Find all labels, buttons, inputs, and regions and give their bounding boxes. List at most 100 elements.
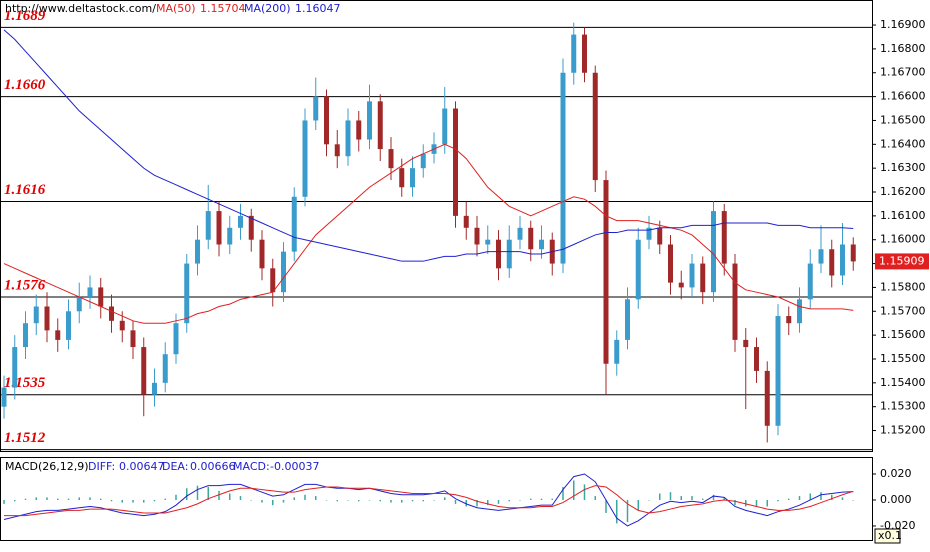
level-label: 1.1535 [4,375,46,391]
macd-bar [24,498,27,500]
macd-bar [798,496,801,500]
candle-body [44,306,50,331]
scale-note: x0.1 [878,529,902,542]
macd-bar [57,498,59,500]
candle-body [625,299,630,340]
macd-bar [659,493,661,500]
ma-line [3,29,854,262]
macd-bar [583,484,586,500]
level-label: 1.1689 [4,8,46,24]
macd-bar [35,497,37,500]
macd-bar [626,499,629,523]
macd-bar [669,492,672,500]
legend-ma200-value: 1.16047 [295,2,341,15]
candle-body [334,144,340,157]
candle-body [571,34,577,73]
macd-bar [433,499,435,501]
macd-bar [196,485,199,500]
macd-bar [766,499,768,507]
macd-bar [841,497,844,500]
y-tick-label: -0.020 [880,519,915,532]
candle-body [582,34,587,73]
legend-diff-value: 0.00647 [119,460,165,473]
candle-body [678,282,684,288]
candle-body [614,339,620,364]
candle-body [711,211,716,293]
legend-dea: DEA: [162,460,188,473]
macd-bar [358,499,360,502]
candle-body [324,96,329,145]
macd-bar [820,492,822,500]
candle-body [87,287,93,297]
candle-body [55,330,61,340]
candle-body [173,323,179,355]
candle-body [732,263,738,340]
candle-body [754,347,759,371]
macd-bar [712,494,715,500]
macd-bar [594,496,596,500]
candle-body [109,306,114,321]
candle-body [700,263,706,293]
y-tick-label: 1.16600 [880,90,926,103]
candle-body [130,330,136,348]
candle-body [216,211,222,245]
candle-body [420,153,426,169]
legend-macd: MACD: [233,460,270,473]
level-label: 1.1660 [4,77,46,93]
macd-bar [132,499,134,503]
macd-bar [465,499,467,507]
macd-bar [616,499,618,524]
candle-body [506,239,512,269]
candle-body [453,108,458,216]
candle-body [818,249,824,264]
candle-body [162,354,168,383]
macd-bar [530,498,532,500]
macd-bar [304,494,306,500]
legend-ma200: MA(200) [244,2,291,15]
candle-body [721,211,727,264]
candle-body [119,320,125,331]
macd-bar [573,480,575,500]
macd-bar [508,499,510,502]
macd-bar [852,499,854,501]
candle-body [528,227,534,250]
legend-ma50-value: 1.15704 [200,2,246,15]
macd-bar [540,498,543,500]
macd-bar [164,498,166,500]
y-tick-label: 1.15400 [880,376,926,389]
y-tick-label: 1.16800 [880,42,926,55]
macd-bar [605,499,607,513]
macd-bar [239,496,242,500]
y-tick-label: 1.16400 [880,137,926,150]
candle-body [485,239,491,245]
candle-body [786,316,792,324]
candle-body [195,239,200,264]
macd-bar [293,497,295,500]
y-tick-label: 1.15600 [880,328,926,341]
macd-bar [3,499,5,504]
y-tick-label: 1.15500 [880,352,926,365]
y-tick-label: 1.16000 [880,233,926,246]
y-tick-label: 1.15300 [880,400,926,413]
macd-bar [497,499,500,504]
candle-body [657,227,663,245]
candle-body [668,244,673,283]
macd-bar [755,499,758,507]
legend-dea-value: 0.00666 [190,460,236,473]
y-tick-label: 0.020 [880,467,912,480]
macd-bar [691,496,693,500]
candle-body [410,168,415,188]
macd-bar [745,499,747,507]
candle-body [227,227,233,245]
macd-bar [121,499,123,503]
candle-body [743,339,749,348]
candle-body [474,227,480,245]
scale-note-box [874,528,901,544]
legend-diff: DIFF: [88,460,115,473]
y-tick-label: 1.16300 [880,161,926,174]
candle-body [367,101,372,140]
macd-panel [0,457,873,541]
